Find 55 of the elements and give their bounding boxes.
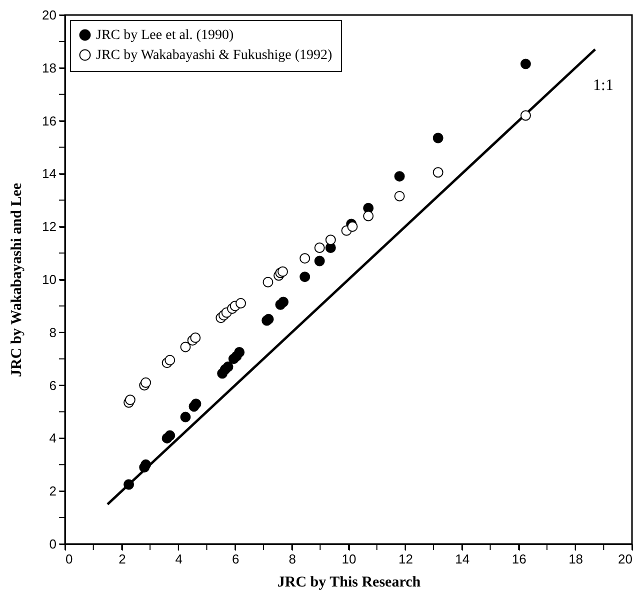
point <box>314 256 325 266</box>
legend-label: JRC by Wakabayashi & Fukushige (1992) <box>96 48 333 63</box>
point <box>432 167 444 178</box>
legend-label: JRC by Lee et al. (1990) <box>96 28 234 43</box>
y-tick-label: 12 <box>42 219 56 234</box>
x-tick-label: 4 <box>175 552 183 566</box>
y-tick-label: 16 <box>42 113 56 128</box>
annotation: 1:1 <box>593 77 614 94</box>
y-tick-label: 4 <box>49 430 56 446</box>
point <box>262 276 274 288</box>
x-tick-label: 6 <box>232 552 240 566</box>
x-tick-label: 10 <box>342 552 356 566</box>
point <box>140 377 152 388</box>
point <box>363 210 374 222</box>
x-tick-label: 12 <box>398 552 413 566</box>
point <box>394 190 405 202</box>
x-tick-label: 14 <box>455 552 470 566</box>
point <box>278 296 289 308</box>
x-tick-label: 2 <box>118 552 126 566</box>
point <box>164 354 176 366</box>
x-tick-label: 0 <box>66 552 73 566</box>
x-tick-label: 20 <box>618 552 632 566</box>
x-tick-label: 8 <box>288 552 296 566</box>
y-tick-label: 8 <box>49 324 56 340</box>
y-tick-label: 6 <box>49 378 56 393</box>
point <box>300 253 310 264</box>
point <box>124 394 136 406</box>
point <box>520 110 531 121</box>
y-tick-label: 2 <box>49 484 56 499</box>
y-tick-label: 0 <box>49 536 56 552</box>
x-axis-title: JRC by This Research <box>277 574 422 590</box>
point <box>325 234 336 246</box>
point <box>236 298 246 309</box>
point <box>347 221 358 232</box>
x-tick-label: 16 <box>512 552 526 566</box>
point <box>140 459 152 470</box>
point <box>124 479 134 490</box>
y-tick-label: 20 <box>42 8 56 22</box>
point <box>164 430 176 441</box>
y-tick-label: 14 <box>42 166 56 182</box>
point <box>180 342 191 352</box>
point <box>394 171 405 182</box>
point <box>190 398 202 410</box>
point <box>180 412 191 422</box>
y-tick-label: 10 <box>42 272 56 287</box>
point <box>520 58 531 70</box>
y-tick-label: 18 <box>42 60 56 76</box>
point <box>314 242 325 253</box>
y-axis-title: JRC by Wakabayashi and Lee <box>9 182 26 377</box>
point <box>432 132 444 144</box>
point <box>234 347 245 358</box>
point <box>222 362 234 372</box>
x-tick-label: 18 <box>568 552 584 566</box>
point <box>190 332 201 343</box>
point <box>300 272 310 282</box>
